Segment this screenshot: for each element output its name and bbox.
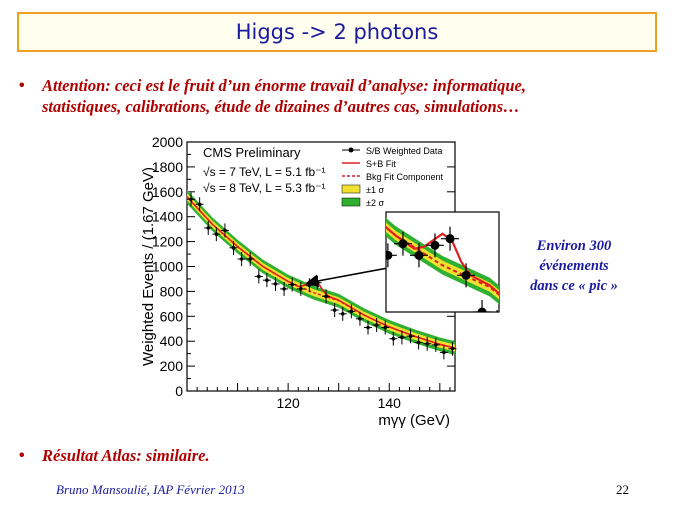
inset-data-point (430, 240, 440, 250)
y-tick-label: 600 (160, 308, 184, 324)
y-tick-label: 1600 (152, 184, 183, 200)
slide-title: Higgs -> 2 photons (235, 20, 439, 44)
chart-labels: 0 200 400 600 800 1000 1200 1400 1600 1800 2000 120… (140, 134, 450, 429)
bullet-marker-2: • (19, 447, 25, 464)
zoom-arrow (305, 267, 389, 288)
y-tick-label: 800 (160, 283, 184, 299)
data-point (273, 282, 278, 286)
page-number: 22 (616, 482, 629, 497)
legend-label-2: S+B Fit (366, 159, 396, 169)
annotation-1: CMS Preliminary (203, 145, 301, 160)
data-point (307, 283, 312, 287)
data-point (391, 336, 396, 341)
data-point (425, 341, 429, 346)
legend-key-band-2 (341, 197, 361, 207)
data-point (442, 350, 446, 355)
data-point (374, 323, 379, 327)
data-point (383, 325, 388, 330)
side-note-line-1: Environ 300 (536, 238, 612, 254)
y-tick-label: 200 (160, 358, 184, 374)
inset-data-point (445, 234, 455, 244)
data-point (290, 282, 294, 287)
data-point (298, 287, 303, 291)
legend-label-1: S/B Weighted Data (366, 146, 442, 156)
side-note-line-3: dans ce « pic » (530, 278, 618, 294)
x-tick-label: 140 (378, 395, 402, 411)
inset-data-point (477, 307, 487, 312)
data-point (189, 197, 193, 202)
data-point (257, 274, 261, 279)
data-point (366, 325, 370, 330)
y-axis-label: Weighted Events / (1.67 GeV) (140, 167, 157, 366)
data-points (187, 192, 457, 360)
y-tick-label: 1000 (152, 259, 183, 275)
y-tick-label: 1400 (152, 209, 183, 225)
data-point (340, 312, 345, 316)
y-tick-label: 1800 (152, 159, 183, 175)
data-point (248, 257, 253, 261)
data-point (265, 278, 269, 282)
zoom-inset (385, 211, 502, 327)
sigma-bands (187, 189, 455, 355)
data-point (197, 202, 202, 207)
data-point (239, 257, 244, 261)
data-point (408, 334, 413, 339)
side-note: Environ 300 événements dans ce « pic » (514, 236, 634, 296)
data-point (349, 309, 354, 314)
bullet-2: Résultat Atlas: similaire. (42, 446, 210, 465)
data-point (450, 346, 455, 351)
data-point (324, 294, 328, 299)
data-point (231, 246, 236, 250)
y-tick-label: 400 (160, 333, 184, 349)
y-tick-label: 2000 (152, 134, 183, 150)
annotation-3: √s = 8 TeV, L = 5.3 fb⁻¹ (203, 181, 326, 195)
bullet-1-line-1: Attention: ceci est le fruit d’un énorme… (42, 76, 526, 95)
data-point (223, 228, 227, 233)
data-point (416, 340, 421, 345)
data-point (282, 287, 286, 291)
bullet-1-line-2: statistiques, calibrations, étude de diz… (42, 97, 520, 116)
data-point (433, 343, 438, 347)
data-point (214, 232, 219, 236)
y-tick-label: 0 (175, 383, 183, 399)
side-note-line-2: événements (539, 258, 609, 274)
data-point (358, 316, 362, 321)
y-tick-label: 1200 (152, 234, 183, 250)
inset-data-point (493, 318, 502, 327)
slide-title-box: Higgs -> 2 photons (17, 12, 657, 52)
inset-band-1-sigma (386, 222, 499, 300)
legend-label-4: ±1 σ (366, 185, 384, 195)
inset-data-point (386, 250, 393, 260)
inset-data-point (461, 270, 471, 280)
inset-data-point (414, 250, 424, 260)
legend-label-5: ±2 σ (366, 198, 384, 208)
x-tick-label: 120 (276, 395, 300, 411)
data-point (206, 226, 211, 230)
annotation-2: √s = 7 TeV, L = 5.1 fb⁻¹ (203, 165, 326, 179)
data-point (332, 308, 337, 312)
legend-key-band-1 (341, 184, 361, 194)
legend-label-3: Bkg Fit Component (366, 172, 444, 182)
bullet-marker: • (19, 77, 25, 94)
inset-data-point (398, 239, 408, 249)
data-point (400, 335, 404, 340)
x-axis-label: mγγ (GeV) (378, 412, 450, 429)
footer-author: Bruno Mansoulié, IAP Février 2013 (56, 482, 245, 497)
inset-content (386, 217, 502, 327)
legend-marker-data (348, 147, 354, 153)
